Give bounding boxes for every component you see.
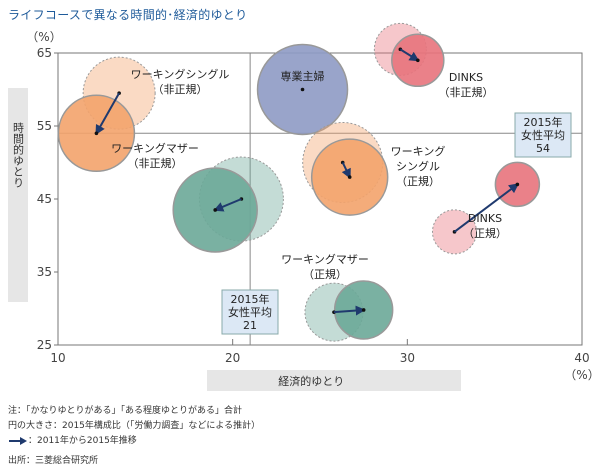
note-line-3: ：2011年から2015年推移 — [8, 433, 137, 446]
series-label: ワーキングマザー — [111, 141, 199, 155]
series-label: （非正規） — [128, 156, 183, 170]
reference-label-text: 54 — [536, 142, 550, 155]
y-tick-label: 35 — [37, 265, 52, 279]
trend-arrow — [333, 305, 366, 316]
y-unit-label: （%） — [26, 30, 61, 44]
series-label: DINKS — [468, 212, 502, 225]
point-2015 — [416, 58, 420, 63]
series-label: 専業主婦 — [281, 69, 325, 83]
arrow-legend-text: ：2011年から2015年推移 — [28, 436, 137, 446]
trend-arrow — [213, 198, 242, 212]
reference-label-box — [514, 112, 572, 158]
x-axis-label-bg — [207, 370, 461, 391]
series-label: シングル — [396, 159, 440, 173]
y-tick-label: 65 — [37, 46, 52, 60]
x-tick-label: 30 — [400, 351, 415, 365]
trend-arrow — [95, 92, 121, 136]
series-label: ワーキングシングル — [131, 67, 230, 81]
series-label: （正規） — [303, 267, 347, 281]
trend-arrow — [399, 48, 420, 62]
point-2015 — [213, 208, 217, 212]
reference-label-box — [221, 289, 279, 335]
note-line-1: 注：「かなりゆとりがある」「ある程度ゆとりがある」合計 — [8, 406, 243, 416]
point-2015 — [515, 182, 520, 187]
trend-arrow — [341, 162, 351, 179]
series-label: ワーキングマザー — [281, 252, 369, 266]
point-2015 — [94, 131, 99, 136]
y-tick-label: 45 — [37, 192, 52, 206]
x-unit-label: （%） — [564, 368, 599, 382]
point-2015 — [361, 308, 366, 312]
reference-label-text: 2015年 — [231, 292, 270, 306]
series-label: DINKS — [449, 71, 483, 84]
x-tick-label: 20 — [225, 351, 240, 365]
series-label: （非正規） — [153, 82, 208, 96]
series-label: （正規） — [396, 174, 440, 188]
x-tick-label: 10 — [50, 351, 65, 365]
x-tick-label: 40 — [574, 351, 589, 365]
series-label: ワーキング — [391, 144, 446, 158]
series-label: （正規） — [463, 226, 507, 240]
y-axis-label-bg — [8, 88, 28, 302]
trend-arrow — [453, 183, 519, 233]
x-axis-title: 経済的ゆとり — [278, 374, 344, 388]
point-2015 — [347, 175, 352, 179]
chart-title: ライフコースで異なる時間的･経済的ゆとり — [8, 8, 248, 22]
series-label: （非正規） — [439, 85, 494, 99]
y-axis-title: 時間的ゆとり — [12, 122, 25, 188]
y-tick-label: 25 — [37, 338, 52, 352]
point-2015 — [300, 87, 305, 92]
reference-label-text: 女性平均 — [521, 128, 565, 142]
y-tick-label: 55 — [37, 119, 52, 133]
reference-label-text: 女性平均 — [228, 305, 272, 319]
reference-label-text: 21 — [243, 319, 257, 332]
note-line-2: 円の大きさ：2015年構成比（「労働力調査」などによる推計） — [8, 421, 261, 431]
arrow-legend-icon — [9, 436, 27, 445]
reference-label-text: 2015年 — [524, 115, 563, 129]
source-note: 出所：三菱総合研究所 — [8, 456, 99, 466]
bubble-chart: 10 20 30 40 25 35 45 55 65 （%） （%） 経済的ゆとり 時間的ゆとり ワーキ… — [8, 22, 600, 391]
